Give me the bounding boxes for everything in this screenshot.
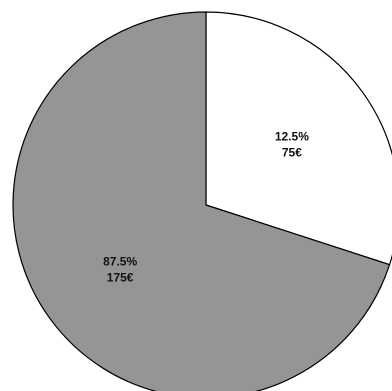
- pie-slice-0-percent-label: 12.5%: [275, 130, 309, 144]
- pie-slice-0-value-label: 75€: [282, 146, 302, 160]
- labels-layer: 12.5% 75€ 87.5% 175€: [103, 130, 309, 285]
- pie-slice-1-percent-label: 87.5%: [103, 254, 137, 268]
- pie-slice-0: [205, 11, 392, 266]
- pie-slice-1-value-label: 175€: [107, 270, 134, 284]
- slices-layer: [12, 11, 392, 391]
- pie-slice-1: [12, 11, 391, 391]
